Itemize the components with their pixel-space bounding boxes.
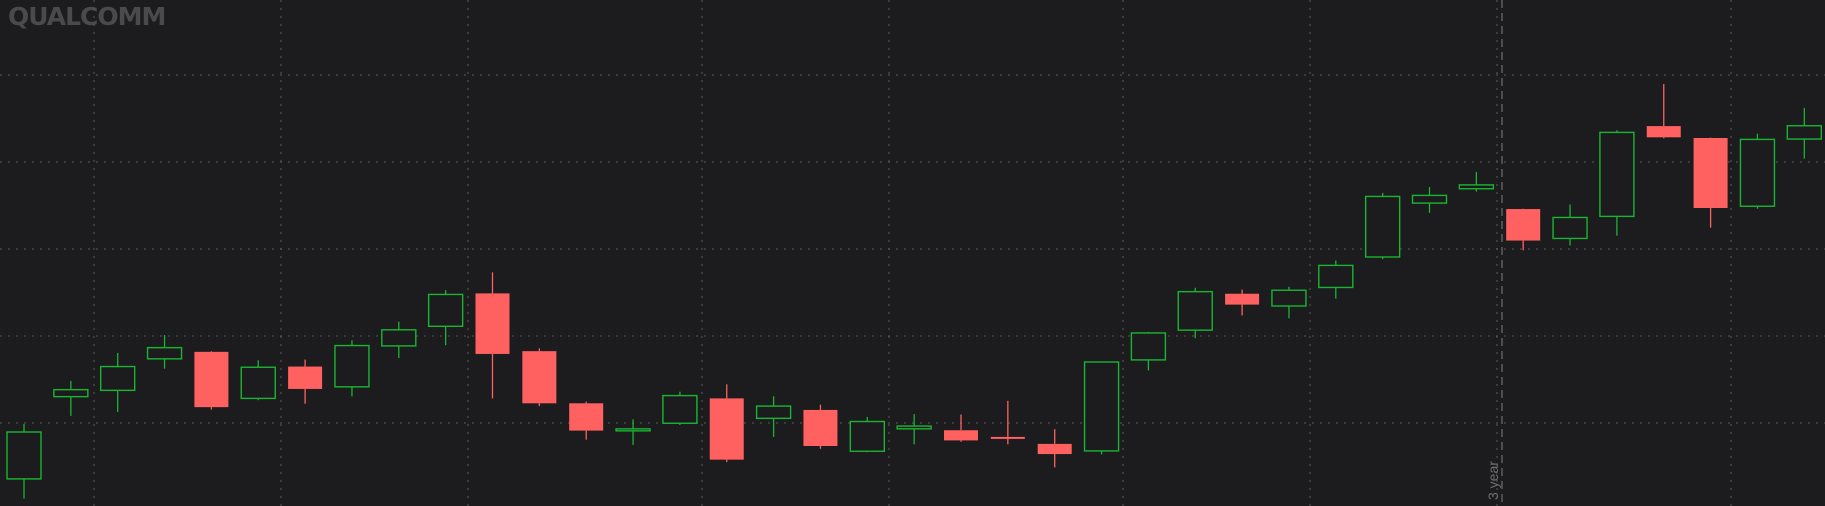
candle-body-up — [53, 388, 89, 398]
candle-body-up — [427, 293, 464, 328]
candle-body-down — [1225, 293, 1260, 305]
candle-body-up — [1271, 289, 1307, 307]
candle-body-up — [755, 405, 792, 420]
candle-body-down — [1506, 209, 1541, 241]
candle — [1411, 187, 1448, 213]
candle — [1552, 204, 1588, 246]
candle-body-up — [6, 431, 42, 480]
candle — [1130, 331, 1167, 371]
candle — [755, 396, 792, 437]
candle-body-down — [194, 351, 229, 408]
candle — [1364, 192, 1401, 260]
candle-body-down — [1693, 138, 1728, 208]
candle — [662, 391, 698, 425]
candle — [334, 340, 370, 397]
candle — [381, 321, 417, 359]
candle — [1083, 361, 1120, 455]
candle — [240, 360, 276, 401]
candle — [1458, 171, 1495, 192]
candle-body-down — [990, 436, 1025, 439]
year-marker: 3 year — [1485, 0, 1503, 506]
candle — [615, 419, 651, 445]
candle — [522, 348, 557, 407]
candle-body-up — [1364, 195, 1401, 258]
year-marker-label: 3 year — [1485, 461, 1501, 500]
candle-body-up — [381, 329, 417, 347]
candle-body-down — [1646, 126, 1681, 138]
candle — [1693, 137, 1728, 228]
candle — [944, 414, 978, 442]
candle-body-up — [662, 394, 698, 424]
candle — [1271, 286, 1307, 319]
candle-body-up — [1318, 264, 1354, 289]
candle-body-up — [99, 365, 136, 392]
candle — [1786, 107, 1823, 159]
candle-body-down — [475, 293, 510, 354]
candle — [803, 404, 838, 449]
candle-body-up — [1130, 332, 1167, 361]
candle — [1225, 289, 1260, 316]
candle-body-up — [1411, 194, 1448, 204]
candle — [990, 400, 1025, 445]
candle-body-up — [1739, 138, 1776, 207]
candle-body-down — [288, 366, 323, 389]
candle-body-down — [944, 430, 978, 441]
candle — [1506, 208, 1541, 251]
candle — [709, 384, 744, 463]
candle — [1599, 130, 1635, 236]
candle-body-up — [1458, 184, 1495, 190]
candle-body-up — [146, 346, 183, 360]
candle-body-up — [849, 420, 885, 452]
candle — [849, 416, 885, 453]
candle-body-up — [1552, 216, 1588, 240]
candle-body-down — [569, 403, 604, 431]
candle — [1646, 84, 1681, 139]
candle — [194, 351, 229, 410]
candle — [288, 359, 323, 404]
candle-body-down — [1037, 443, 1072, 455]
candle-body-down — [803, 409, 838, 446]
candle — [146, 335, 183, 369]
candle — [1318, 260, 1354, 299]
candle-body-down — [522, 351, 557, 404]
candle-body-up — [240, 366, 276, 400]
candle — [569, 401, 604, 440]
candle — [896, 414, 932, 445]
candle-body-up — [615, 428, 651, 432]
candle-body-up — [1083, 361, 1120, 452]
candle-body-down — [709, 398, 744, 460]
candle — [475, 272, 510, 399]
candle — [1037, 429, 1072, 468]
candles — [6, 84, 1823, 499]
candle — [53, 380, 89, 416]
candle-body-up — [896, 425, 932, 430]
candle — [1177, 287, 1213, 339]
candle-body-up — [1786, 125, 1823, 140]
candle — [1739, 133, 1776, 209]
candle — [99, 352, 136, 413]
candle — [427, 290, 464, 346]
candle-body-up — [334, 344, 370, 388]
candle-body-up — [1599, 131, 1635, 218]
candle-body-up — [1177, 290, 1213, 331]
candle — [6, 423, 42, 499]
